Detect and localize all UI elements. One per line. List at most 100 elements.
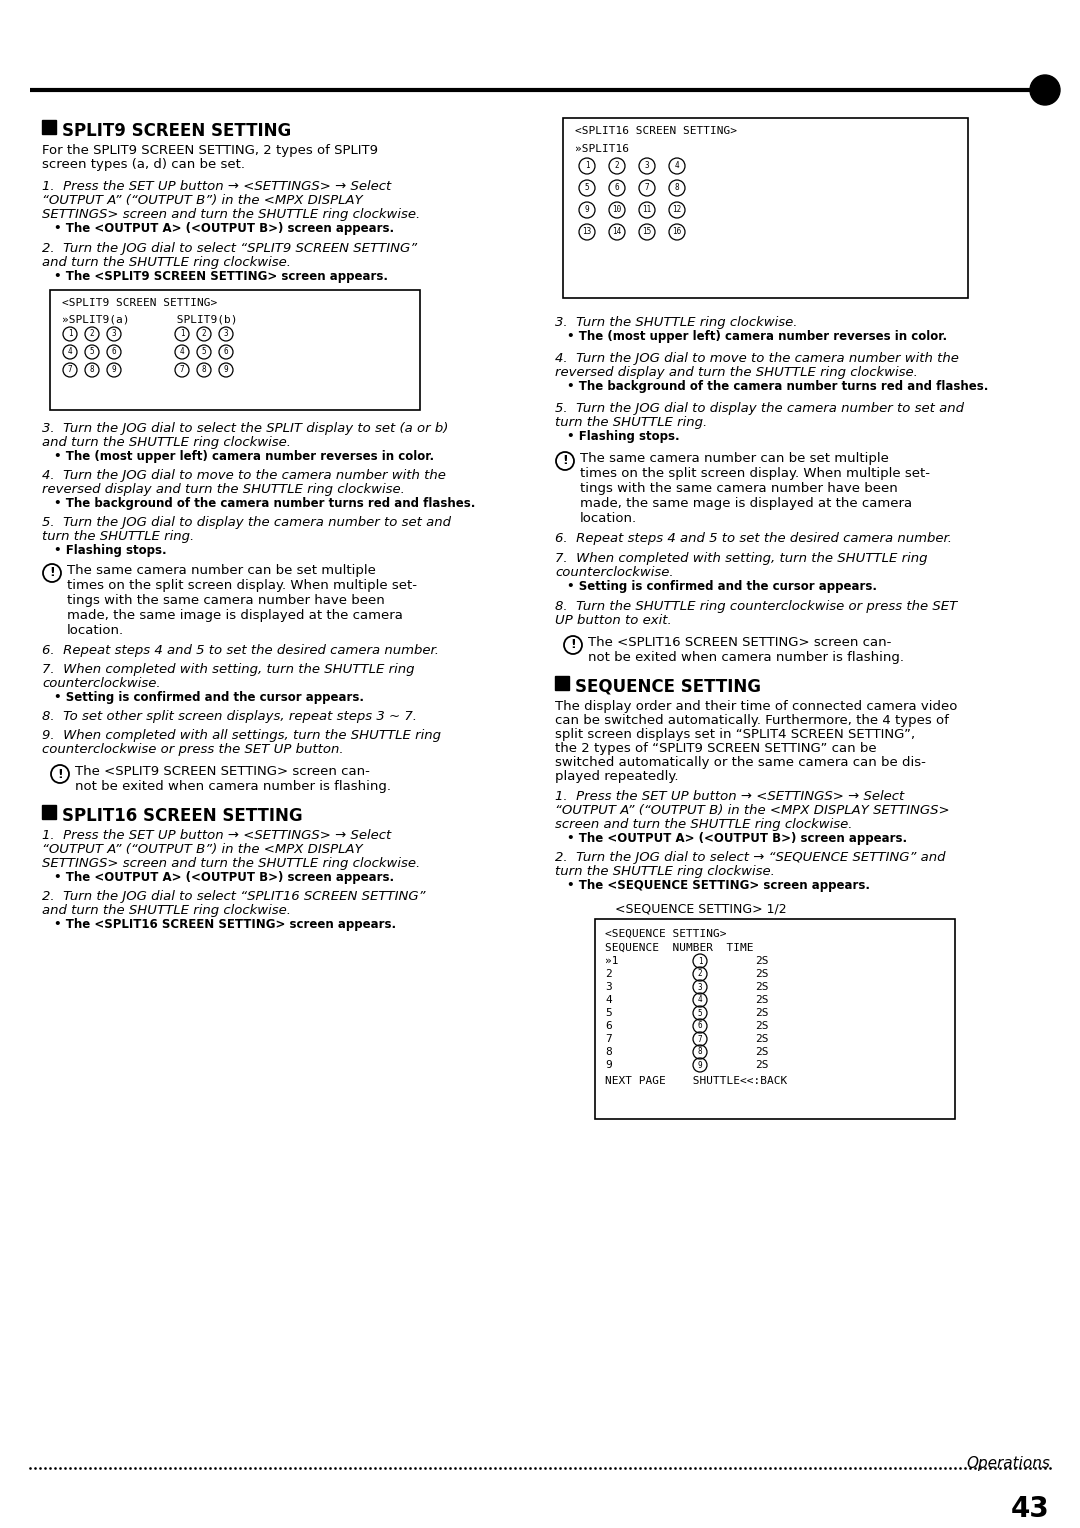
Text: 5: 5 [698, 1008, 702, 1018]
Text: »SPLIT16: »SPLIT16 [575, 144, 629, 154]
Text: 2: 2 [615, 162, 619, 171]
Bar [42, 805, 56, 819]
Text: 5: 5 [605, 1008, 611, 1018]
Text: 3: 3 [698, 983, 702, 992]
Text: • The <SEQUENCE SETTING> screen appears.: • The <SEQUENCE SETTING> screen appears. [567, 879, 870, 892]
Text: turn the SHUTTLE ring clockwise.: turn the SHUTTLE ring clockwise. [555, 865, 774, 879]
Text: The same camera number can be set multiple
times on the split screen display. Wh: The same camera number can be set multip… [580, 452, 930, 526]
Text: 6: 6 [605, 1021, 611, 1031]
Text: • The <SPLIT16 SCREEN SETTING> screen appears.: • The <SPLIT16 SCREEN SETTING> screen ap… [54, 918, 396, 931]
Text: 8.  To set other split screen displays, repeat steps 3 ~ 7.: 8. To set other split screen displays, r… [42, 711, 417, 723]
Text: 9: 9 [698, 1060, 702, 1070]
Text: !: ! [49, 567, 55, 579]
Text: 5: 5 [202, 347, 206, 356]
Text: counterclockwise or press the SET UP button.: counterclockwise or press the SET UP but… [42, 743, 343, 756]
Text: • Flashing stops.: • Flashing stops. [567, 429, 679, 443]
Text: 7: 7 [698, 1034, 702, 1044]
Text: 15: 15 [643, 228, 651, 237]
Bar [555, 675, 569, 691]
Text: <SPLIT9 SCREEN SETTING>: <SPLIT9 SCREEN SETTING> [62, 298, 217, 309]
Bar [42, 121, 56, 134]
Text: 2.  Turn the JOG dial to select “SPLIT16 SCREEN SETTING”: 2. Turn the JOG dial to select “SPLIT16 … [42, 889, 426, 903]
Text: UP button to exit.: UP button to exit. [555, 614, 672, 626]
Text: counterclockwise.: counterclockwise. [555, 565, 674, 579]
Text: and turn the SHUTTLE ring clockwise.: and turn the SHUTTLE ring clockwise. [42, 257, 291, 269]
Text: 8: 8 [90, 365, 94, 374]
Text: 2: 2 [698, 969, 702, 978]
Text: <SEQUENCE SETTING>: <SEQUENCE SETTING> [605, 929, 727, 940]
Text: 14: 14 [612, 228, 622, 237]
Text: 12: 12 [673, 205, 681, 214]
Text: 13: 13 [582, 228, 592, 237]
Text: 3: 3 [224, 330, 228, 339]
Text: • The background of the camera number turns red and flashes.: • The background of the camera number tu… [567, 380, 988, 393]
Text: 7: 7 [645, 183, 649, 193]
Text: 2S: 2S [755, 957, 769, 966]
Text: 2S: 2S [755, 1034, 769, 1044]
Text: • The <SPLIT9 SCREEN SETTING> screen appears.: • The <SPLIT9 SCREEN SETTING> screen app… [54, 270, 388, 283]
Text: SPLIT9 SCREEN SETTING: SPLIT9 SCREEN SETTING [62, 122, 292, 141]
Text: 1.  Press the SET UP button → <SETTINGS> → Select: 1. Press the SET UP button → <SETTINGS> … [42, 180, 391, 193]
Text: 9: 9 [111, 365, 117, 374]
Text: 8: 8 [675, 183, 679, 193]
Text: 7.  When completed with setting, turn the SHUTTLE ring: 7. When completed with setting, turn the… [42, 663, 415, 675]
Text: »SPLIT9(a)       SPLIT9(b): »SPLIT9(a) SPLIT9(b) [62, 313, 238, 324]
Text: 1: 1 [179, 330, 185, 339]
Text: »1: »1 [605, 957, 619, 966]
Text: and turn the SHUTTLE ring clockwise.: and turn the SHUTTLE ring clockwise. [42, 905, 291, 917]
Text: 4: 4 [698, 996, 702, 1004]
Text: SEQUENCE SETTING: SEQUENCE SETTING [575, 678, 761, 695]
Text: played repeatedly.: played repeatedly. [555, 770, 678, 782]
Text: The display order and their time of connected camera video: The display order and their time of conn… [555, 700, 957, 714]
Text: 11: 11 [643, 205, 651, 214]
Text: 7.  When completed with setting, turn the SHUTTLE ring: 7. When completed with setting, turn the… [555, 552, 928, 565]
Text: !: ! [570, 639, 576, 651]
Text: • Flashing stops.: • Flashing stops. [54, 544, 166, 558]
Text: 8: 8 [202, 365, 206, 374]
FancyBboxPatch shape [563, 118, 968, 298]
Text: 6.  Repeat steps 4 and 5 to set the desired camera number.: 6. Repeat steps 4 and 5 to set the desir… [42, 643, 438, 657]
Text: 4.  Turn the JOG dial to move to the camera number with the: 4. Turn the JOG dial to move to the came… [42, 469, 446, 481]
Text: screen and turn the SHUTTLE ring clockwise.: screen and turn the SHUTTLE ring clockwi… [555, 817, 852, 831]
Text: 1: 1 [68, 330, 72, 339]
Text: 3: 3 [645, 162, 649, 171]
Text: 2S: 2S [755, 1060, 769, 1070]
Text: • The (most upper left) camera number reverses in color.: • The (most upper left) camera number re… [567, 330, 947, 342]
Text: 4: 4 [605, 995, 611, 1005]
Text: 6.  Repeat steps 4 and 5 to set the desired camera number.: 6. Repeat steps 4 and 5 to set the desir… [555, 532, 951, 545]
Text: 2S: 2S [755, 1008, 769, 1018]
Text: 3: 3 [605, 983, 611, 992]
Text: 2S: 2S [755, 1021, 769, 1031]
Text: 2.  Turn the JOG dial to select “SPLIT9 SCREEN SETTING”: 2. Turn the JOG dial to select “SPLIT9 S… [42, 241, 417, 255]
Text: “OUTPUT A” (“OUTPUT B) in the <MPX DISPLAY SETTINGS>: “OUTPUT A” (“OUTPUT B) in the <MPX DISPL… [555, 804, 949, 817]
Text: reversed display and turn the SHUTTLE ring clockwise.: reversed display and turn the SHUTTLE ri… [42, 483, 405, 497]
Text: 4: 4 [675, 162, 679, 171]
Text: 3.  Turn the SHUTTLE ring clockwise.: 3. Turn the SHUTTLE ring clockwise. [555, 316, 797, 329]
Text: NEXT PAGE    SHUTTLE<<:BACK: NEXT PAGE SHUTTLE<<:BACK [605, 1076, 787, 1086]
Text: and turn the SHUTTLE ring clockwise.: and turn the SHUTTLE ring clockwise. [42, 435, 291, 449]
Text: 16: 16 [673, 228, 681, 237]
Text: 9: 9 [605, 1060, 611, 1070]
Text: 5.  Turn the JOG dial to display the camera number to set and: 5. Turn the JOG dial to display the came… [42, 516, 451, 529]
Text: Operations: Operations [967, 1456, 1050, 1471]
Text: 2S: 2S [755, 995, 769, 1005]
Text: 8: 8 [698, 1048, 702, 1056]
FancyBboxPatch shape [595, 918, 955, 1118]
Text: • The <OUTPUT A> (<OUTPUT B>) screen appears.: • The <OUTPUT A> (<OUTPUT B>) screen app… [54, 871, 394, 885]
Text: turn the SHUTTLE ring.: turn the SHUTTLE ring. [42, 530, 194, 542]
Text: 4: 4 [68, 347, 72, 356]
Text: The <SPLIT16 SCREEN SETTING> screen can-
not be exited when camera number is fla: The <SPLIT16 SCREEN SETTING> screen can-… [588, 636, 904, 665]
Text: 1.  Press the SET UP button → <SETTINGS> → Select: 1. Press the SET UP button → <SETTINGS> … [555, 790, 904, 804]
Text: 6: 6 [698, 1022, 702, 1030]
Text: 7: 7 [68, 365, 72, 374]
Text: 5: 5 [90, 347, 94, 356]
Text: can be switched automatically. Furthermore, the 4 types of: can be switched automatically. Furthermo… [555, 714, 949, 727]
Text: screen types (a, d) can be set.: screen types (a, d) can be set. [42, 157, 245, 171]
Text: 2: 2 [90, 330, 94, 339]
Text: 1.  Press the SET UP button → <SETTINGS> → Select: 1. Press the SET UP button → <SETTINGS> … [42, 830, 391, 842]
Text: 4: 4 [179, 347, 185, 356]
Text: 7: 7 [605, 1034, 611, 1044]
Text: 9.  When completed with all settings, turn the SHUTTLE ring: 9. When completed with all settings, tur… [42, 729, 441, 743]
Text: counterclockwise.: counterclockwise. [42, 677, 161, 691]
Text: 2S: 2S [755, 1047, 769, 1057]
